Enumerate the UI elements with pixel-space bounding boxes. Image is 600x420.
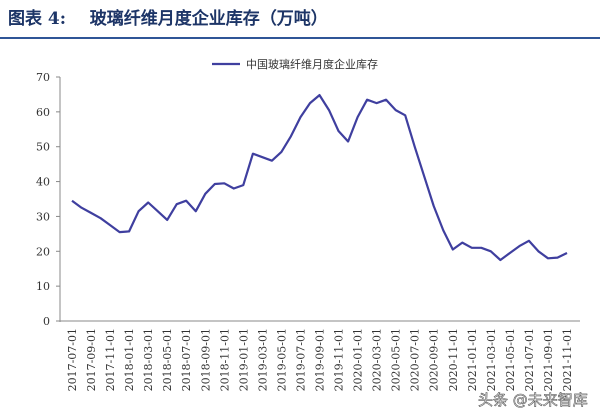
x-tick-label: 2021-07-01 (523, 328, 536, 391)
legend-label: 中国玻璃纤维月度企业库存 (246, 57, 378, 71)
x-tick-label: 2018-11-01 (218, 328, 231, 391)
x-tick-label: 2019-01-01 (237, 328, 250, 391)
watermark: 头条 @未来智库 (478, 391, 588, 409)
y-tick-label: 20 (36, 245, 50, 258)
x-tick-label: 2017-11-01 (104, 328, 117, 391)
y-tick-label: 60 (36, 106, 50, 119)
y-tick-label: 50 (36, 141, 50, 154)
x-tick-label: 2018-05-01 (161, 328, 174, 391)
x-tick-label: 2021-11-01 (561, 328, 574, 391)
x-tick-label: 2020-09-01 (428, 328, 441, 391)
x-tick-label: 2020-07-01 (409, 328, 422, 391)
series-line (71, 94, 568, 262)
y-tick-label: 10 (36, 280, 50, 293)
x-tick-label: 2020-05-01 (390, 328, 403, 391)
x-tick-label: 2020-11-01 (447, 328, 460, 391)
x-tick-label: 2018-09-01 (199, 328, 212, 391)
x-tick-label: 2021-05-01 (504, 328, 517, 391)
x-tick-label: 2018-07-01 (180, 328, 193, 391)
y-tick-label: 70 (36, 71, 50, 84)
x-tick-label: 2017-09-01 (85, 328, 98, 391)
x-tick-label: 2019-03-01 (256, 328, 269, 391)
x-tick-label: 2019-11-01 (333, 328, 346, 391)
x-tick-label: 2017-07-01 (66, 328, 79, 391)
y-tick-label: 40 (36, 176, 50, 189)
x-tick-label: 2019-07-01 (294, 328, 307, 391)
y-tick-label: 0 (43, 315, 50, 328)
x-tick-label: 2021-09-01 (542, 328, 555, 391)
x-tick-label: 2021-03-01 (485, 328, 498, 391)
x-tick-label: 2018-01-01 (123, 328, 136, 391)
chart-title: 图表 4: 玻璃纤维月度企业库存（万吨） (8, 8, 328, 29)
x-tick-label: 2018-03-01 (142, 328, 155, 391)
x-tick-label: 2019-05-01 (275, 328, 288, 391)
y-tick-label: 30 (36, 210, 50, 223)
x-tick-label: 2020-01-01 (352, 328, 365, 391)
x-tick-label: 2021-01-01 (466, 328, 479, 391)
x-tick-label: 2019-09-01 (314, 328, 327, 391)
x-tick-label: 2020-03-01 (371, 328, 384, 391)
